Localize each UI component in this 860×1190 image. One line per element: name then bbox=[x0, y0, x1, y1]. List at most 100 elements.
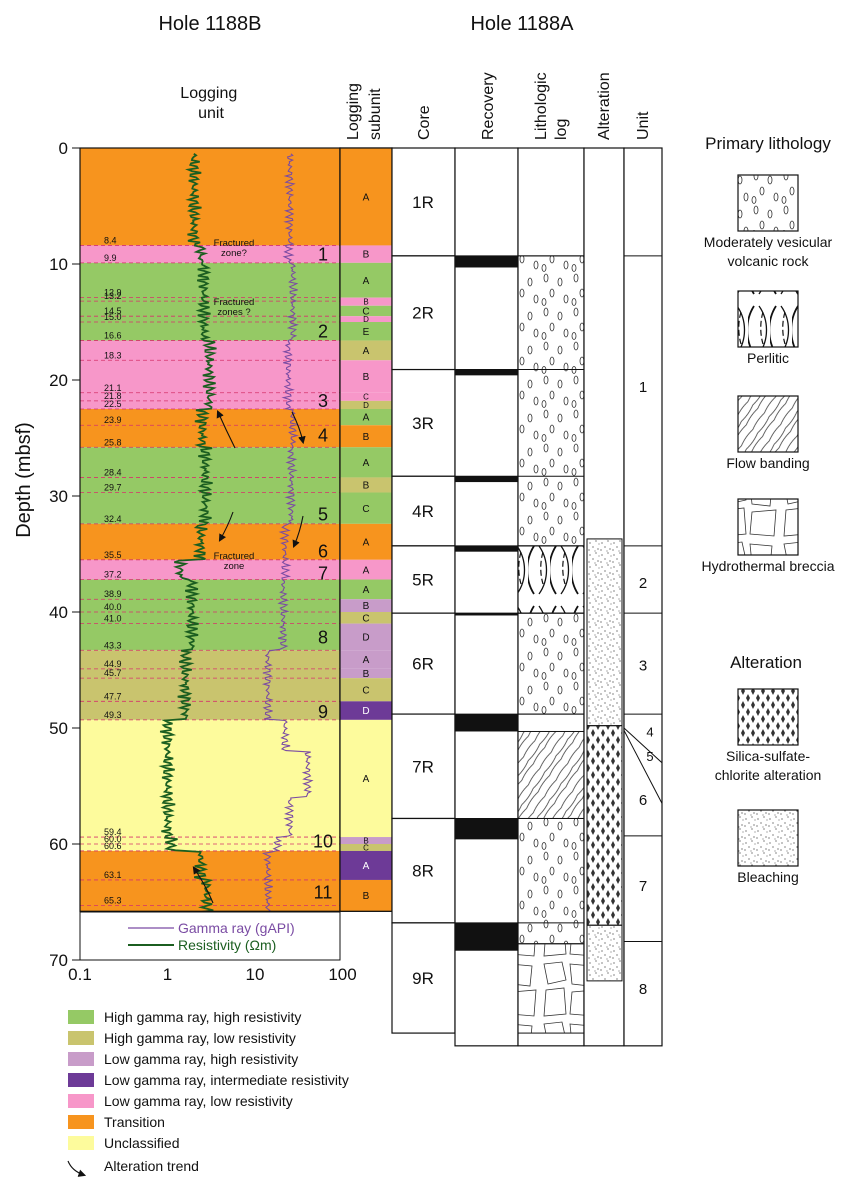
boundary-depth-label: 41.0 bbox=[104, 614, 122, 624]
fracture-annotation-line: zone? bbox=[221, 248, 247, 259]
logging-subunit-header-line1: Logging bbox=[345, 83, 362, 140]
core-label: 7R bbox=[412, 757, 434, 776]
depth-tick-label: 10 bbox=[49, 255, 68, 274]
log-axis: 0.1 1 10 100 bbox=[68, 965, 357, 984]
subunit-cell bbox=[340, 599, 392, 612]
recovered-interval bbox=[455, 613, 518, 616]
subunit-cell bbox=[340, 322, 392, 341]
fracture-annotation-line: Fractured bbox=[214, 297, 255, 308]
depth-tick-label: 60 bbox=[49, 835, 68, 854]
log-tick-label: 1 bbox=[163, 965, 172, 984]
subunit-cell bbox=[340, 245, 392, 263]
boundary-depth-label: 12.9 bbox=[104, 288, 122, 298]
legend-swatch-silica bbox=[737, 688, 799, 746]
subunit-label: C bbox=[363, 843, 369, 852]
subunit-label: A bbox=[363, 537, 370, 548]
log-band-hghr bbox=[80, 579, 340, 651]
lithology-interval-flow bbox=[517, 730, 585, 819]
legend-swatch-lghr bbox=[68, 1052, 94, 1066]
subunit-label: D bbox=[363, 315, 369, 324]
boundary-depth-label: 44.9 bbox=[104, 659, 122, 669]
boundary-depth-label: 28.4 bbox=[104, 467, 122, 477]
subunit-label: B bbox=[363, 891, 370, 902]
subunit-label: D bbox=[363, 401, 369, 410]
subunit-cell bbox=[340, 297, 392, 306]
boundary-depth-label: 8.4 bbox=[104, 235, 117, 245]
legend-item-label: Hydrothermal breccia bbox=[701, 558, 834, 574]
legend-label: Low gamma ray, high resistivity bbox=[104, 1051, 298, 1067]
subunit-cell bbox=[340, 559, 392, 580]
unit-boundary bbox=[623, 730, 663, 804]
unit-frame bbox=[623, 147, 663, 1047]
logging-unit-header-line2: unit bbox=[198, 105, 224, 122]
subunit-cell bbox=[340, 425, 392, 448]
hole-1188a-title: Hole 1188A bbox=[470, 13, 574, 35]
subunit-cell bbox=[340, 262, 392, 298]
subunit-cell bbox=[340, 668, 392, 679]
core-cell bbox=[391, 713, 456, 820]
unit-header: Unit bbox=[635, 111, 652, 140]
log-band-transition bbox=[80, 148, 340, 246]
subunit-label: B bbox=[363, 250, 370, 261]
boundary-depth-label: 25.8 bbox=[104, 437, 122, 447]
lithology-interval-vesicular bbox=[517, 255, 585, 547]
core-label: 4R bbox=[412, 502, 434, 521]
logging-unit-number: 9 bbox=[318, 702, 328, 722]
subunit-label: A bbox=[363, 774, 370, 785]
log-band-lglr bbox=[80, 245, 340, 263]
subunit-label: A bbox=[363, 458, 370, 469]
core-label: 9R bbox=[412, 969, 434, 988]
logging-unit-number: 3 bbox=[318, 391, 328, 411]
boundary-depth-label: 63.1 bbox=[104, 870, 122, 880]
fracture-annotation-line: Fractured bbox=[214, 238, 255, 249]
legend-item-label: volcanic rock bbox=[728, 253, 810, 269]
subunit-cell bbox=[340, 148, 392, 246]
subunit-label: D bbox=[362, 706, 369, 717]
unit-label: 7 bbox=[639, 878, 647, 895]
logging-unit-number: 6 bbox=[318, 542, 328, 562]
unit-column: 1 2 3 4 5 6 7 8 bbox=[623, 147, 663, 1047]
subunit-cell bbox=[340, 392, 392, 401]
unit-boundary bbox=[623, 727, 663, 764]
legend-item-label: Bleaching bbox=[737, 869, 799, 885]
lithologic-log-header-line1: Lithologic bbox=[533, 72, 550, 140]
legend-swatch-hghr bbox=[68, 1010, 94, 1024]
core-label: 5R bbox=[412, 571, 434, 590]
recovered-interval bbox=[455, 255, 518, 268]
legend-label: Unclassified bbox=[104, 1135, 179, 1151]
recovery-frame bbox=[454, 147, 519, 1047]
core-label: 6R bbox=[412, 655, 434, 674]
boundary-depth-label: 23.9 bbox=[104, 415, 122, 425]
subunit-cell bbox=[340, 305, 392, 317]
logging-unit-number: 11 bbox=[314, 883, 333, 903]
subunit-cell bbox=[340, 678, 392, 702]
boundary-labels: 8.4 9.9 12.913.2 14.515.0 16.6 18.3 21.121.822… bbox=[104, 235, 122, 905]
subunit-cell bbox=[340, 719, 392, 838]
logging-unit-number: 7 bbox=[318, 564, 328, 584]
unit-label: 4 bbox=[646, 724, 653, 739]
lithology-legend: Primary lithology Moderately vesicular vol… bbox=[701, 134, 834, 885]
logging-unit-header: Logging unit bbox=[180, 85, 241, 122]
log-band-unclassified bbox=[80, 719, 340, 851]
subunit-label: A bbox=[363, 413, 370, 424]
alteration-legend-title: Alteration bbox=[730, 653, 802, 672]
legend-label: High gamma ray, high resistivity bbox=[104, 1009, 301, 1025]
core-cell bbox=[391, 545, 456, 614]
log-band-hghr bbox=[80, 262, 340, 341]
hole-1188b-title: Hole 1188B bbox=[158, 13, 261, 35]
subunit-label: A bbox=[363, 861, 370, 872]
boundary-depth-label: 21.1 bbox=[104, 383, 122, 393]
subunit-label: B bbox=[363, 481, 370, 492]
legend-item-label: Moderately vesicular bbox=[704, 234, 833, 250]
legend-item-label: Silica-sulfate- bbox=[726, 748, 810, 764]
fracture-annotations: Fractured zone?Fractured zones ?Fractured z… bbox=[214, 238, 255, 572]
subunit-label: C bbox=[362, 613, 369, 624]
fracture-annotation-line: zone bbox=[224, 561, 245, 572]
boundary-depth-label: 38.9 bbox=[104, 589, 122, 599]
primary-lithology-title: Primary lithology bbox=[705, 134, 831, 153]
subunit-cell bbox=[340, 523, 392, 560]
subunit-label: B bbox=[363, 601, 370, 612]
boundary-depth-label: 43.3 bbox=[104, 640, 122, 650]
legend-item-label: chlorite alteration bbox=[715, 767, 822, 783]
boundary-depth-label: 29.7 bbox=[104, 483, 122, 493]
